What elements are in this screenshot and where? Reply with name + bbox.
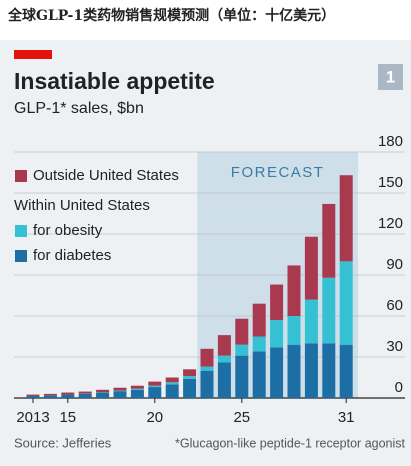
y-tick-label: 120 [378, 215, 403, 232]
chart-title: Insatiable appetite [14, 68, 215, 94]
bar-segment [304, 343, 318, 398]
caption: 全球GLP-1类药物销售规模预测（单位：十亿美元） [7, 7, 335, 24]
bar-segment [78, 391, 92, 394]
bar-segment [165, 384, 179, 398]
bar-segment [322, 343, 336, 398]
x-tick-label: 20 [146, 409, 163, 426]
y-tick-label: 60 [386, 297, 403, 314]
badge-box [378, 64, 403, 90]
bar-segment [43, 393, 57, 396]
x-tick-label: 25 [233, 409, 250, 426]
bar-segment [130, 388, 144, 390]
bar-segment [270, 284, 284, 321]
bar-segment [322, 203, 336, 278]
bar-segment [61, 394, 75, 398]
bar-segment [252, 351, 266, 398]
bar-segment [200, 366, 214, 371]
bar-segment [183, 378, 197, 398]
bar-segment [61, 392, 75, 395]
bar-segment [322, 277, 336, 344]
x-tick-label: 2013 [16, 409, 49, 426]
bar-segment [217, 335, 231, 356]
bar-segment [183, 376, 197, 379]
bar-segment [235, 318, 249, 345]
bar-segment [217, 362, 231, 398]
bar-segment [165, 377, 179, 383]
bar-segment [252, 336, 266, 352]
bar-segment [304, 299, 318, 344]
bar-segment [43, 395, 57, 398]
bar-segment [148, 387, 162, 398]
bar-segment [235, 344, 249, 356]
bar-segment [339, 344, 353, 398]
x-tick-label: 31 [338, 409, 355, 426]
bar-segment [78, 393, 92, 398]
bar-segment [287, 265, 301, 316]
bar-segment [270, 347, 284, 398]
bar-segment [148, 385, 162, 388]
forecast-label: FORECAST [231, 164, 325, 181]
bar-segment [252, 303, 266, 337]
bar-segment [200, 370, 214, 398]
source: Source: Jefferies [14, 435, 112, 450]
brand-bar [14, 50, 52, 59]
bar-segment [270, 320, 284, 348]
badge: 1 [386, 67, 395, 86]
bar-segment [96, 392, 110, 398]
chart-subtitle: GLP-1* sales, $bn [14, 100, 144, 117]
legend-label: for diabetes [33, 247, 111, 264]
legend-swatch [15, 250, 27, 262]
bar-segment [339, 261, 353, 345]
x-tick-label: 15 [59, 409, 76, 426]
bar-segment [113, 390, 127, 392]
bar-segment [113, 391, 127, 398]
legend-label: for obesity [33, 222, 103, 239]
legend-label: Outside United States [33, 167, 179, 184]
bar-segment [113, 387, 127, 391]
bar-segment [26, 395, 40, 398]
y-tick-label: 30 [386, 338, 403, 355]
bar-segment [130, 385, 144, 389]
bar-segment [26, 394, 40, 396]
bar-segment [235, 355, 249, 398]
y-tick-label: 0 [395, 379, 403, 396]
y-tick-label: 150 [378, 174, 403, 191]
bar-segment [287, 344, 301, 398]
bar-segment [304, 236, 318, 300]
bar-segment [200, 348, 214, 367]
legend-swatch [15, 170, 27, 182]
bar-segment [287, 316, 301, 345]
legend-swatch [15, 225, 27, 237]
bar-segment [130, 389, 144, 398]
bar-segment [148, 381, 162, 386]
bar-segment [96, 389, 110, 393]
bar-segment [217, 355, 231, 363]
footnote: *Glucagon-like peptide-1 receptor agonis… [175, 436, 406, 450]
legend-group-title: Within United States [14, 197, 150, 214]
y-tick-label: 90 [386, 256, 403, 273]
y-tick-label: 180 [378, 133, 403, 150]
bar-segment [165, 382, 179, 385]
bar-segment [339, 175, 353, 262]
bar-segment [183, 369, 197, 377]
